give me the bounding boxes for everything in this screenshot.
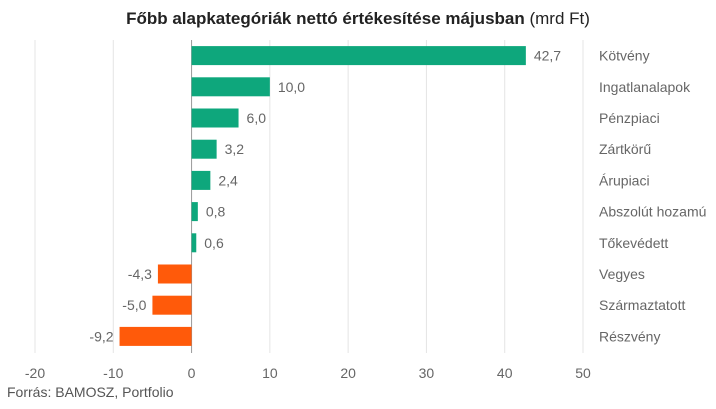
category-labels: Kötvény Ingatlanalapok Pénzpiaci Zártkörű Ár… [599,48,706,345]
chart-title-unit: (mrd Ft) [529,9,590,28]
x-axis-ticks: -20 -10 0 10 20 30 40 50 [25,365,591,381]
bar-value-label: 10,0 [278,79,305,95]
x-tick-label: 20 [340,365,356,381]
bar [157,264,192,284]
category-label: Részvény [599,328,660,344]
x-tick-label: -20 [25,365,45,381]
x-tick-label: 10 [262,365,278,381]
bar [191,202,198,222]
bar-value-label: -4,3 [128,266,152,282]
grid-lines [34,40,584,353]
x-tick-label: 50 [575,365,591,381]
bar-value-label: 6,0 [247,110,267,126]
source-note: Forrás: BAMOSZ, Portfolio [7,384,174,400]
category-label: Zártkörű [599,141,651,157]
bar-value-label: 0,6 [204,235,224,251]
category-label: Származtatott [599,297,685,313]
category-label: Pénzpiaci [599,110,660,126]
bar [191,170,211,190]
x-tick-label: -10 [103,365,123,381]
category-label: Tőkevédett [599,235,668,251]
category-label: Árupiaci [599,172,650,188]
chart-title-main: Főbb alapkategóriák nettó értékesítése m… [126,9,525,28]
category-label: Ingatlanalapok [599,79,691,95]
bar-value-label: 42,7 [534,48,561,64]
bar-value-label: 2,4 [218,172,238,188]
chart-title: Főbb alapkategóriák nettó értékesítése m… [0,9,716,29]
bar [191,139,217,159]
bar [191,46,526,66]
bar [191,108,239,128]
bar [119,326,192,346]
value-labels: 42,7 10,0 6,03,2 2,4 0,8 0,6 -4,3 -5,0 -9,2 [89,48,561,345]
bar-value-label: -5,0 [122,297,146,313]
category-label: Vegyes [599,266,645,282]
x-tick-label: 0 [188,365,196,381]
bars [119,46,526,346]
bar [191,233,197,253]
category-label: Abszolút hozamú [599,204,706,220]
bar-value-label: -9,2 [89,328,113,344]
bar [191,77,270,97]
category-label: Kötvény [599,48,650,64]
bar-value-label: 3,2 [225,141,245,157]
x-tick-label: 40 [497,365,513,381]
x-tick-label: 30 [419,365,435,381]
bar-value-label: 0,8 [206,204,226,220]
bar [152,295,192,315]
